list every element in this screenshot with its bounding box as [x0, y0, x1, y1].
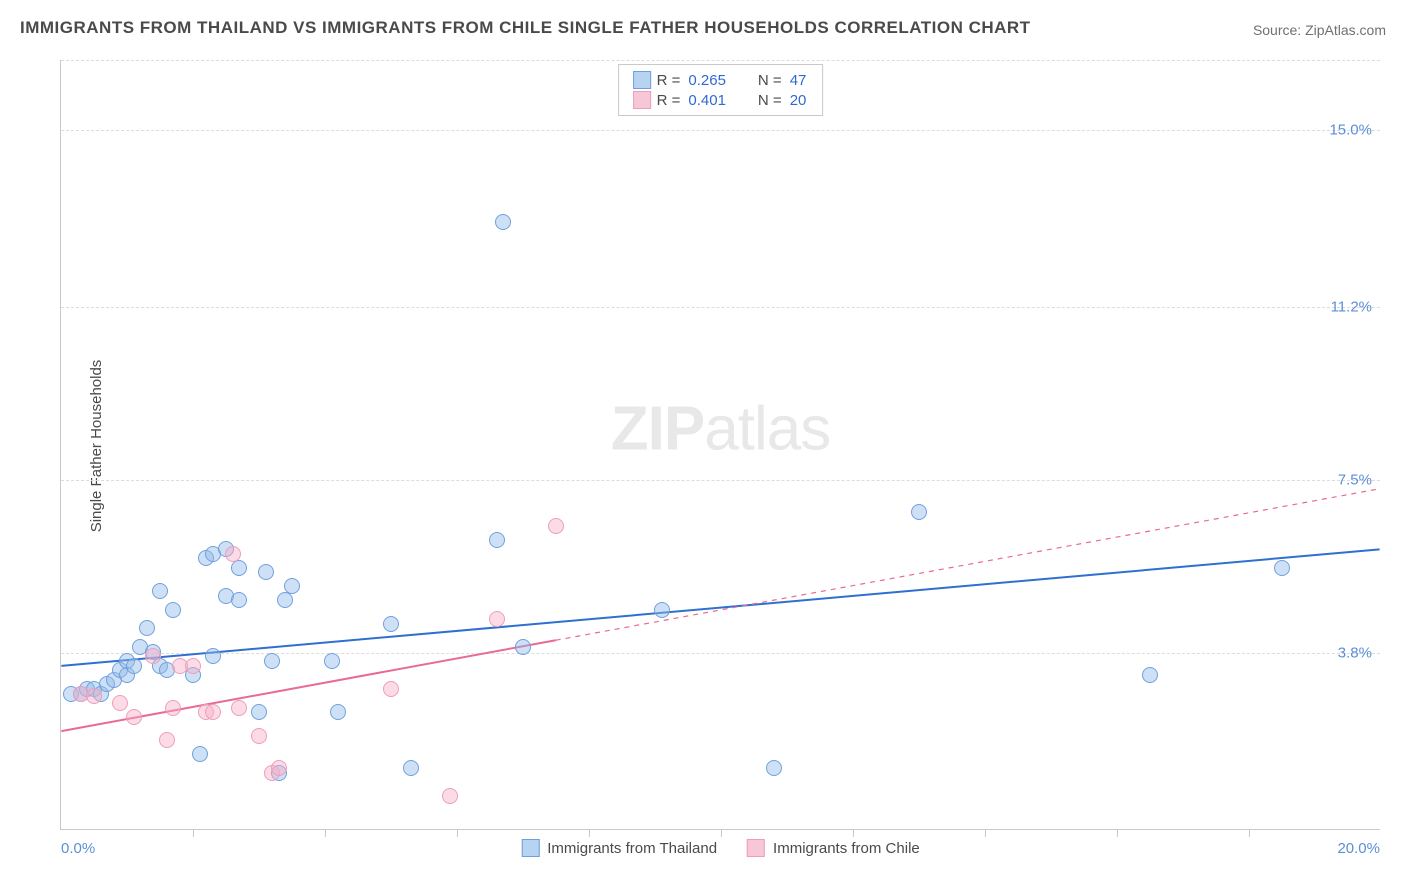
gridline	[61, 480, 1380, 481]
scatter-point	[324, 653, 340, 669]
x-tick	[325, 829, 326, 837]
source-label: Source: ZipAtlas.com	[1253, 22, 1386, 38]
stat-n-value: 20	[790, 92, 807, 109]
legend-swatch	[633, 91, 651, 109]
stat-r-value: 0.401	[688, 92, 726, 109]
scatter-point	[205, 704, 221, 720]
scatter-point	[515, 639, 531, 655]
scatter-point	[1274, 560, 1290, 576]
gridline	[61, 653, 1380, 654]
x-tick	[1117, 829, 1118, 837]
scatter-point	[277, 592, 293, 608]
legend-swatch	[633, 71, 651, 89]
scatter-point	[1142, 667, 1158, 683]
legend-swatch	[521, 839, 539, 857]
stats-legend-row: R = 0.401 N = 20	[633, 91, 809, 109]
scatter-point	[185, 658, 201, 674]
scatter-point	[165, 602, 181, 618]
plot-area: ZIPatlas R =0.265N =47R =0.401N =20 0.0%…	[60, 60, 1380, 830]
x-tick	[985, 829, 986, 837]
x-tick	[457, 829, 458, 837]
scatter-point	[159, 732, 175, 748]
gridline	[61, 60, 1380, 61]
scatter-point	[383, 616, 399, 632]
scatter-point	[251, 728, 267, 744]
x-tick	[853, 829, 854, 837]
legend-item: Immigrants from Thailand	[521, 839, 717, 857]
stat-n-label: N =	[758, 92, 782, 109]
scatter-point	[86, 688, 102, 704]
stat-n-value: 47	[790, 72, 807, 89]
scatter-point	[112, 695, 128, 711]
scatter-point	[251, 704, 267, 720]
chart-title: IMMIGRANTS FROM THAILAND VS IMMIGRANTS F…	[20, 18, 1031, 38]
scatter-point	[911, 504, 927, 520]
legend-item: Immigrants from Chile	[747, 839, 920, 857]
legend-swatch	[747, 839, 765, 857]
scatter-point	[264, 653, 280, 669]
y-tick-label: 11.2%	[1331, 299, 1372, 316]
x-tick	[721, 829, 722, 837]
scatter-point	[139, 620, 155, 636]
stat-r-value: 0.265	[688, 72, 726, 89]
scatter-point	[231, 700, 247, 716]
scatter-point	[126, 658, 142, 674]
legend-label: Immigrants from Thailand	[547, 840, 717, 857]
stats-legend: R = 0.265 N = 47 R = 0.401 N = 20	[618, 64, 824, 116]
scatter-point	[330, 704, 346, 720]
stat-r-label: R =	[657, 72, 681, 89]
scatter-point	[766, 760, 782, 776]
scatter-point	[489, 611, 505, 627]
x-axis-min-label: 0.0%	[61, 840, 95, 857]
scatter-point	[165, 700, 181, 716]
scatter-point	[271, 760, 287, 776]
scatter-point	[403, 760, 419, 776]
series-legend: Immigrants from Thailand Immigrants from …	[521, 839, 920, 857]
gridline	[61, 307, 1380, 308]
scatter-point	[442, 788, 458, 804]
scatter-point	[231, 592, 247, 608]
x-tick	[589, 829, 590, 837]
scatter-point	[225, 546, 241, 562]
x-axis-max-label: 20.0%	[1337, 840, 1380, 857]
y-tick-label: 15.0%	[1329, 122, 1372, 139]
scatter-point	[152, 583, 168, 599]
scatter-point	[548, 518, 564, 534]
scatter-point	[126, 709, 142, 725]
gridline	[61, 130, 1380, 131]
scatter-point	[231, 560, 247, 576]
y-tick-label: 7.5%	[1338, 472, 1372, 489]
legend-label: Immigrants from Chile	[773, 840, 920, 857]
watermark: ZIPatlas	[611, 394, 830, 465]
scatter-point	[383, 681, 399, 697]
scatter-point	[258, 564, 274, 580]
x-tick	[1249, 829, 1250, 837]
scatter-point	[495, 214, 511, 230]
stats-legend-row: R = 0.265 N = 47	[633, 71, 809, 89]
scatter-point	[205, 648, 221, 664]
y-tick-label: 3.8%	[1338, 644, 1372, 661]
scatter-point	[284, 578, 300, 594]
stat-r-label: R =	[657, 92, 681, 109]
scatter-point	[192, 746, 208, 762]
x-tick	[193, 829, 194, 837]
scatter-point	[145, 648, 161, 664]
scatter-point	[489, 532, 505, 548]
scatter-point	[654, 602, 670, 618]
stat-n-label: N =	[758, 72, 782, 89]
